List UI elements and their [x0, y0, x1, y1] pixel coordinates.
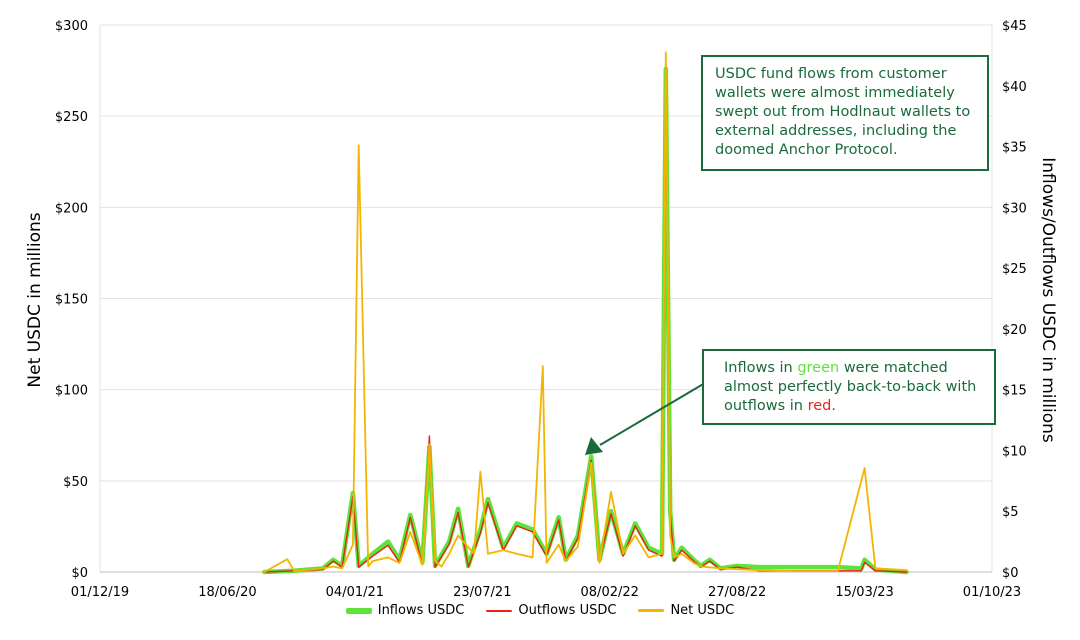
y-right-tick-label: $15	[1002, 384, 1027, 399]
legend-label-net: Net USDC	[670, 603, 735, 618]
x-tick-label: 01/10/23	[963, 585, 1021, 600]
y-right-tick-label: $10	[1002, 444, 1027, 459]
x-tick-label: 01/12/19	[71, 585, 129, 600]
y-right-tick-label: $0	[1002, 566, 1019, 581]
annotation-text-part: were matched almost perfectly back-to-ba…	[724, 360, 977, 414]
x-tick-label: 04/01/21	[326, 585, 384, 600]
x-tick-label: 18/06/20	[198, 585, 256, 600]
legend-label-inflows: Inflows USDC	[377, 603, 465, 618]
legend-swatch-outflows	[486, 609, 513, 612]
legend-item-net: Net USDC	[638, 603, 734, 618]
legend: Inflows USDC Outflows USDC Net USDC	[0, 603, 1080, 618]
y-right-tick-label: $40	[1002, 80, 1027, 95]
annotation-arrow	[585, 382, 706, 455]
legend-label-outflows: Outflows USDC	[518, 603, 617, 618]
y-axis-right-title: Inflows/Outflows USDC in millions	[1038, 157, 1058, 443]
x-tick-label: 08/02/22	[581, 585, 639, 600]
y-left-tick-label: $150	[55, 293, 88, 308]
legend-item-inflows: Inflows USDC	[345, 603, 465, 618]
annotation-text-part: Inflows in	[724, 360, 798, 376]
annotation-callout-match: Inflows in green were matched almost per…	[702, 349, 996, 425]
annotation-text-part: .	[831, 398, 836, 414]
legend-swatch-inflows	[345, 607, 372, 614]
y-right-tick-label: $25	[1002, 262, 1027, 277]
y-right-tick-label: $20	[1002, 323, 1027, 338]
annotation-callout-sweep: USDC fund flows from customer wallets we…	[701, 55, 989, 171]
y-left-tick-label: $50	[63, 475, 88, 490]
annotation-text-sweep: USDC fund flows from customer wallets we…	[715, 66, 971, 158]
legend-item-outflows: Outflows USDC	[486, 603, 616, 618]
x-tick-label: 23/07/21	[453, 585, 511, 600]
y-left-tick-label: $300	[55, 19, 88, 34]
x-tick-label: 15/03/23	[835, 585, 893, 600]
series-line-net	[263, 51, 908, 573]
y-axis-left-title: Net USDC in millions	[25, 212, 45, 387]
y-left-tick-label: $200	[55, 201, 88, 216]
y-right-tick-label: $5	[1002, 505, 1019, 520]
annotation-red-word: red	[807, 398, 832, 414]
y-right-tick-label: $35	[1002, 141, 1027, 156]
annotation-green-word: green	[797, 360, 840, 376]
legend-swatch-net	[638, 609, 665, 612]
y-left-tick-label: $250	[55, 110, 88, 125]
y-left-tick-label: $0	[71, 566, 88, 581]
x-tick-label: 27/08/22	[708, 585, 766, 600]
y-left-tick-label: $100	[55, 384, 88, 399]
y-right-tick-label: $30	[1002, 201, 1027, 216]
y-right-tick-label: $45	[1002, 19, 1027, 34]
